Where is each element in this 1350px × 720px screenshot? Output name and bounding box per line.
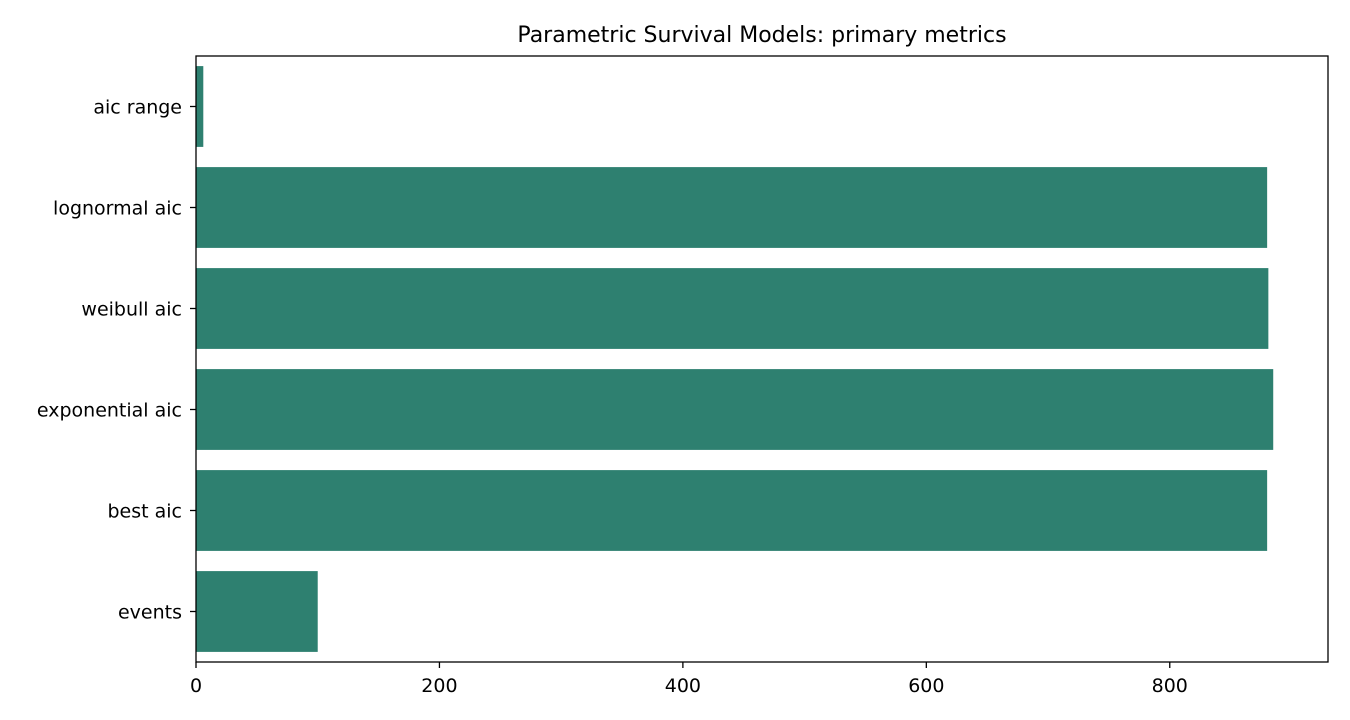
y-tick-label-best-aic: best aic — [107, 501, 182, 523]
y-axis: aic range lognormal aic weibull aic exponen… — [37, 97, 196, 624]
bar-weibull-aic — [196, 268, 1269, 349]
y-tick-label-aic-range: aic range — [93, 97, 182, 119]
x-axis: 0 200 400 600 800 — [190, 662, 1188, 697]
bar-events — [196, 571, 318, 652]
bar-lognormal-aic — [196, 167, 1268, 248]
y-tick-label-exponential-aic: exponential aic — [37, 400, 182, 422]
y-tick-label-events: events — [118, 602, 182, 624]
x-tick-label-0: 0 — [190, 675, 202, 697]
x-tick-label-800: 800 — [1152, 675, 1188, 697]
plot-frame — [195, 55, 1329, 663]
x-tick-label-200: 200 — [421, 675, 457, 697]
bar-best-aic — [196, 470, 1268, 551]
x-tick-label-600: 600 — [908, 675, 944, 697]
x-tick-label-400: 400 — [665, 675, 701, 697]
bar-exponential-aic — [196, 369, 1274, 450]
y-tick-label-lognormal-aic: lognormal aic — [53, 198, 182, 220]
y-tick-label-weibull-aic: weibull aic — [81, 299, 182, 321]
chart-title: Parametric Survival Models: primary metr… — [517, 23, 1006, 48]
bar-aic-range — [196, 66, 204, 147]
bars-group — [196, 66, 1274, 652]
